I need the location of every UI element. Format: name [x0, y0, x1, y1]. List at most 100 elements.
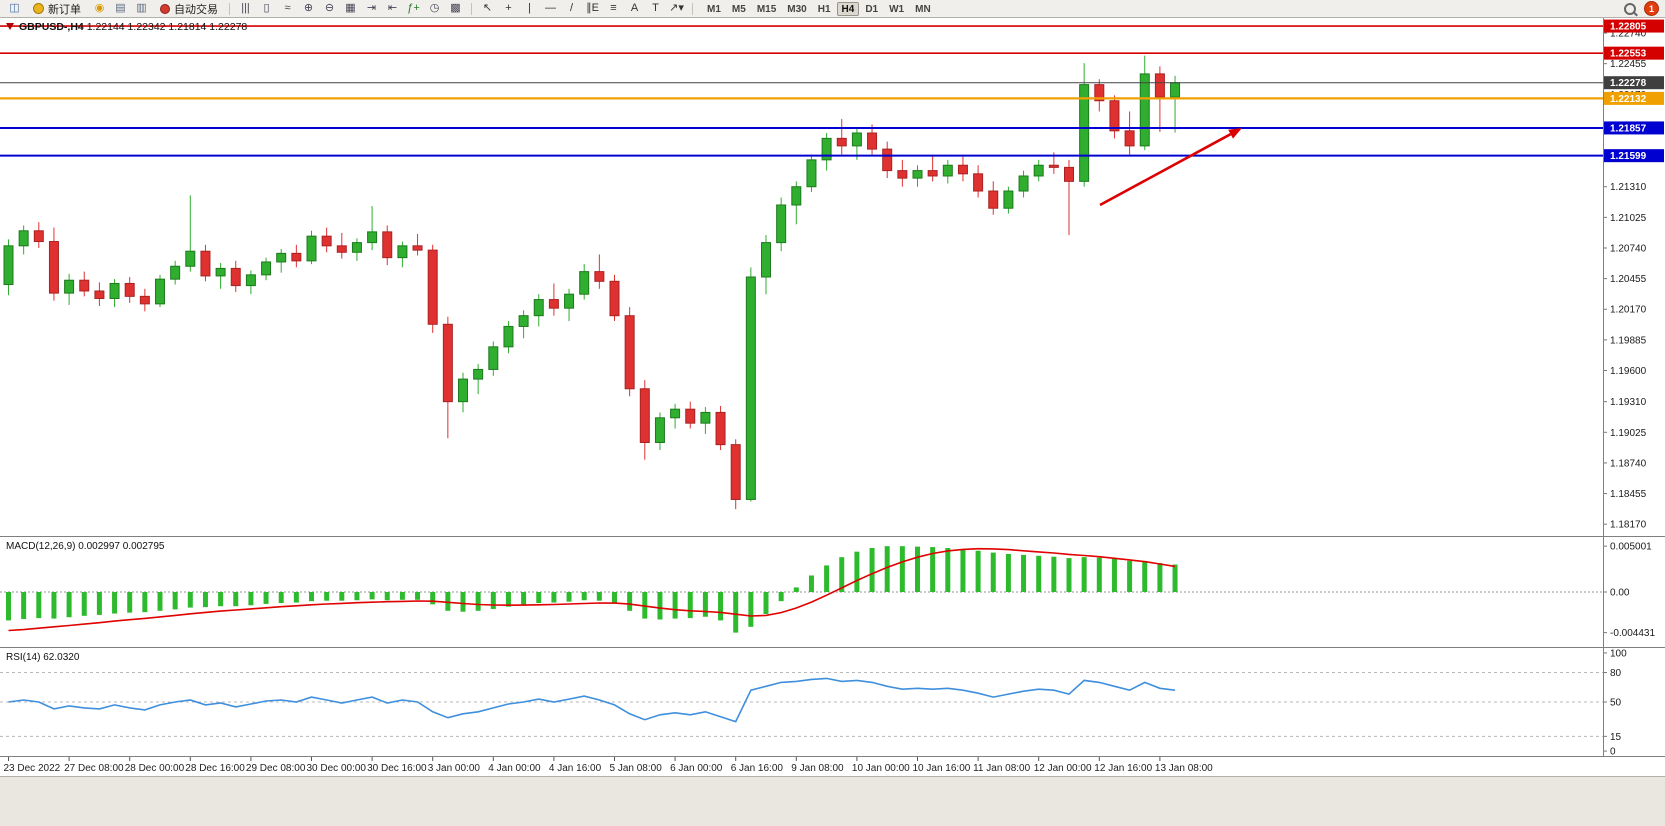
zoom-in-icon[interactable]: ⊕ [303, 2, 314, 14]
rsi-scale-label: 15 [1610, 732, 1622, 743]
arrows-tool-icon[interactable]: ↗▾ [669, 2, 684, 14]
macd-histogram-bar [490, 592, 496, 609]
zoom-out-icon[interactable]: ⊖ [324, 2, 335, 14]
new-order-button[interactable]: 新订单 [27, 1, 87, 16]
time-axis[interactable]: 23 Dec 2022 27 Dec 08:00 28 Dec 00:00 28 De… [4, 757, 1214, 774]
macd-histogram-bar [202, 592, 208, 608]
timeframe-toolbar: M1 M5 M15 M30 H1 H4 D1 W1 MN [702, 1, 936, 16]
timeframe-h4-button[interactable]: H4 [836, 1, 860, 16]
macd-histogram-bar [309, 592, 314, 602]
macd-histogram-bar [6, 592, 11, 621]
candle-body [200, 250, 211, 277]
cursor-icon[interactable]: ↖ [482, 2, 493, 14]
timeframe-m30-button[interactable]: M30 [782, 2, 811, 16]
search-icon[interactable] [1624, 2, 1636, 15]
horizontal-line-icon[interactable]: — [545, 2, 556, 14]
trendline-icon[interactable]: / [569, 2, 574, 14]
macd-histogram-bar [657, 592, 663, 620]
timeframe-m1-button[interactable]: M1 [702, 2, 726, 16]
bar-chart-icon[interactable]: ||| [241, 2, 250, 14]
macd-histogram-bar [339, 592, 345, 601]
candle-body [518, 315, 529, 327]
candle-body [579, 271, 590, 295]
macd-scale-label: 0.005001 [1610, 542, 1652, 553]
crosshair-icon[interactable]: + [505, 2, 512, 14]
autotrading-button[interactable]: 自动交易 [154, 1, 224, 16]
macd-histogram-bar [1005, 553, 1011, 592]
macd-histogram-bar [81, 592, 87, 616]
candle-body [1018, 175, 1029, 192]
rsi-scale-label: 80 [1610, 668, 1622, 679]
time-axis-label: 30 Dec 00:00 [307, 763, 367, 774]
timeframe-mn-button[interactable]: MN [910, 2, 936, 16]
current-price-tag-label: 1.22278 [1610, 78, 1647, 89]
timeframe-d1-button[interactable]: D1 [860, 2, 883, 16]
notification-badge[interactable]: 1 [1644, 1, 1659, 16]
chart-shift-icon[interactable]: ⇤ [387, 2, 398, 14]
indicators-icon[interactable]: ƒ+ [407, 2, 420, 14]
timeframe-m15-button[interactable]: M15 [752, 2, 781, 16]
macd-histogram-bar [1111, 559, 1117, 592]
periods-icon[interactable]: ◷ [429, 2, 440, 14]
coins-icon[interactable]: ◉ [94, 2, 105, 14]
macd-histogram-bar [233, 592, 239, 607]
macd-histogram-bar [460, 592, 466, 612]
macd-scale-label: -0.004431 [1610, 628, 1655, 639]
hline-price-tag-label: 1.21599 [1610, 151, 1647, 162]
candle-body [624, 315, 635, 390]
macd-histogram-bar [157, 592, 163, 611]
horizontal-lines[interactable]: 1.22805 1.22553 1.22132 1.21857 1.21599 [0, 19, 1664, 163]
new-order-label: 新订单 [48, 3, 81, 16]
templates-icon[interactable]: ▩ [450, 2, 461, 14]
price-axis-label: 1.20740 [1610, 243, 1647, 254]
chart-background [0, 18, 1665, 776]
text-icon[interactable]: A [630, 2, 639, 14]
candle-body [109, 282, 120, 299]
new-order-icon [33, 3, 44, 14]
macd-histogram-bar [1142, 561, 1148, 592]
timeframe-w1-button[interactable]: W1 [884, 2, 909, 16]
navigator-icon[interactable]: ▥ [136, 2, 147, 14]
macd-histogram-bar [1127, 560, 1133, 592]
market-watch-icon[interactable]: ▤ [115, 2, 126, 14]
price-axis-label: 1.20455 [1610, 274, 1647, 285]
candlestick-chart-icon[interactable]: ▯ [263, 2, 270, 14]
macd-histogram-bar [36, 592, 42, 619]
text-label-icon[interactable]: T [652, 2, 659, 14]
macd-histogram-bar [187, 592, 193, 608]
line-chart-icon[interactable]: ≈ [284, 2, 291, 14]
chart-canvas[interactable]: 1.227401.224551.221701.218851.216001.213… [0, 18, 1665, 776]
macd-histogram-bar [369, 592, 375, 600]
candle-body [215, 267, 226, 277]
macd-histogram-bar [990, 552, 996, 592]
timeframe-m5-button[interactable]: M5 [727, 2, 751, 16]
timeframe-h1-button[interactable]: H1 [813, 2, 836, 16]
rsi-scale-label: 50 [1610, 698, 1622, 709]
macd-histogram-bar [293, 592, 299, 603]
auto-scroll-icon[interactable]: ⇥ [366, 2, 377, 14]
equidistant-channel-icon[interactable]: ∥E [586, 2, 599, 14]
macd-histogram-bar [430, 592, 436, 605]
price-axis-label: 1.18455 [1610, 489, 1647, 500]
candle-body [715, 411, 726, 446]
macd-histogram-bar [702, 592, 708, 617]
hline-price-tag [1604, 121, 1664, 135]
new-chart-icon[interactable]: ◫ [9, 2, 20, 14]
vertical-line-icon[interactable]: | [528, 2, 531, 14]
tile-windows-icon[interactable]: ▦ [345, 2, 356, 14]
macd-histogram-bar [763, 592, 769, 614]
trend-arrow[interactable] [1099, 128, 1242, 207]
autotrading-label: 自动交易 [174, 3, 218, 16]
price-axis-label: 1.20170 [1610, 305, 1647, 316]
candle-body [18, 230, 29, 247]
macd-histogram-bar [854, 551, 860, 592]
time-axis-label: 11 Jan 08:00 [973, 763, 1031, 774]
one-click-trading-toggle[interactable] [6, 23, 14, 30]
fibonacci-icon[interactable]: ≡ [610, 2, 617, 14]
candle-body [427, 249, 438, 325]
macd-histogram-bar [51, 592, 57, 619]
hline-price-tag [1604, 46, 1664, 60]
candle-body [155, 278, 165, 305]
candle-body [685, 408, 696, 424]
macd-histogram-bar [642, 592, 648, 619]
